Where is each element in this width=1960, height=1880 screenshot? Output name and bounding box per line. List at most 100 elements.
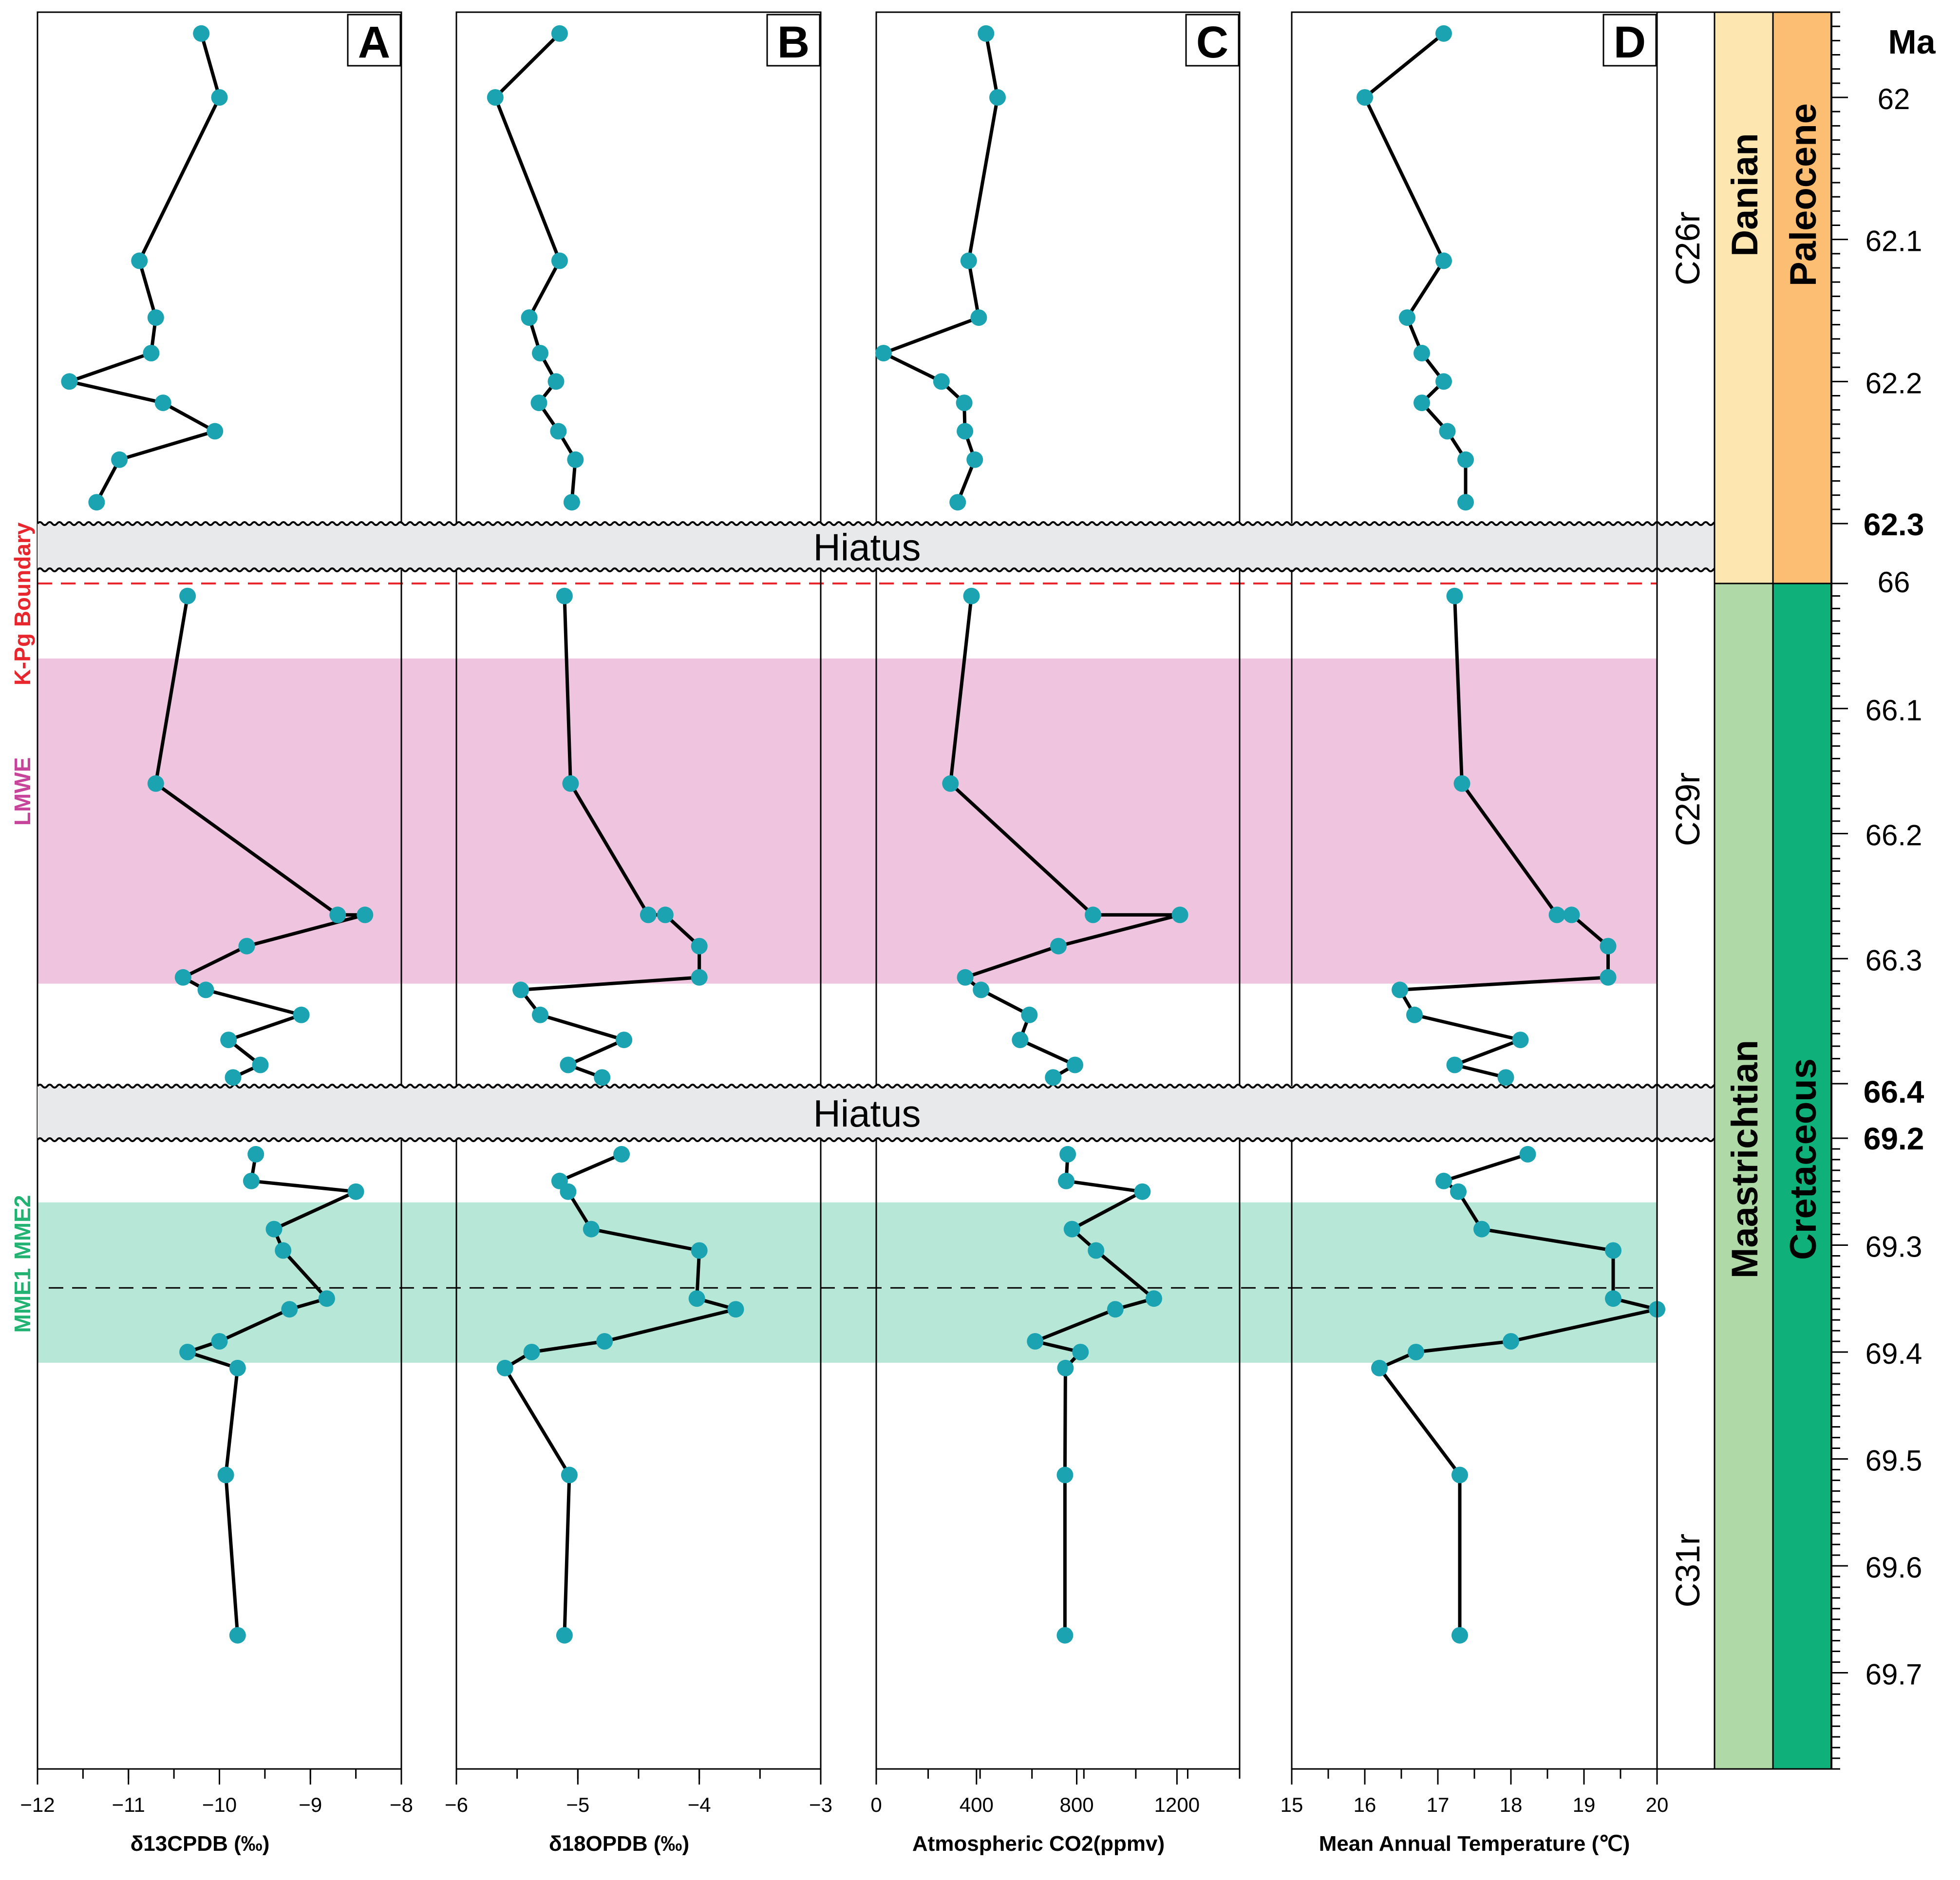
data-point-b — [530, 395, 547, 412]
event-band-lmwe — [38, 658, 1657, 984]
data-point-c — [957, 423, 974, 440]
data-point-a — [347, 1183, 364, 1200]
data-point-d — [1446, 1056, 1463, 1073]
x-tick-label: −10 — [202, 1793, 237, 1816]
data-point-b — [551, 25, 568, 42]
data-point-a — [275, 1242, 292, 1259]
data-point-b — [512, 981, 529, 998]
data-point-b — [556, 587, 573, 604]
data-point-a — [357, 906, 374, 923]
data-point-d — [1600, 938, 1617, 955]
data-point-c — [1067, 1056, 1083, 1073]
age-tick-label: 69.2 — [1864, 1121, 1924, 1156]
mme2-label: MME2 — [10, 1195, 35, 1260]
series-line-c — [882, 33, 999, 503]
data-point-d — [1503, 1333, 1519, 1350]
panel-letter-b: B — [777, 18, 810, 67]
data-point-c — [966, 451, 983, 468]
data-point-a — [61, 373, 78, 390]
data-point-b — [562, 775, 579, 792]
x-tick-label: −6 — [445, 1793, 468, 1816]
data-point-a — [111, 451, 128, 468]
panel-letter-box — [766, 14, 821, 67]
data-point-b — [594, 1069, 611, 1086]
data-point-a — [229, 1359, 246, 1376]
data-point-d — [1605, 1290, 1621, 1307]
x-tick-label: 17 — [1427, 1793, 1450, 1816]
hiatus-wavy-edge — [37, 1137, 1724, 1142]
series-d-temperature — [1357, 25, 1665, 1644]
age-axis-title: Ma — [1888, 23, 1936, 61]
data-point-b — [616, 1032, 633, 1049]
hiatus-label: Hiatus — [813, 1092, 921, 1135]
panel-letter-box — [1185, 14, 1240, 67]
data-point-b — [561, 1466, 578, 1484]
data-point-d — [1519, 1146, 1536, 1163]
data-point-d — [1435, 1172, 1452, 1189]
data-point-a — [265, 1221, 283, 1238]
age-tick-label: 66 — [1878, 566, 1910, 599]
data-point-a — [252, 1056, 269, 1073]
data-point-a — [207, 423, 224, 440]
data-point-c — [960, 252, 977, 269]
panel-letter-box — [1602, 14, 1657, 67]
hiatus-label: Hiatus — [813, 526, 921, 569]
data-point-b — [596, 1333, 613, 1350]
hiatus-bars: Hiatus Hiatus — [37, 521, 1724, 1142]
data-point-b — [613, 1146, 630, 1163]
data-point-c — [942, 775, 959, 792]
data-point-b — [688, 1290, 705, 1307]
age-tick-label: 69.6 — [1866, 1551, 1922, 1584]
data-point-d — [1600, 969, 1617, 986]
data-point-c — [1085, 906, 1101, 923]
x-tick-label: −8 — [390, 1793, 413, 1816]
x-tick-label: 16 — [1354, 1793, 1376, 1816]
data-point-a — [225, 1069, 242, 1086]
data-point-d — [1450, 1183, 1467, 1200]
age-tick-label: 69.4 — [1866, 1337, 1922, 1370]
data-series — [61, 25, 1665, 1644]
data-point-d — [1357, 89, 1373, 106]
data-point-a — [220, 1032, 237, 1049]
data-point-d — [1473, 1221, 1490, 1238]
data-point-c — [1063, 1221, 1080, 1238]
data-point-b — [496, 1359, 513, 1376]
epoch-label: Cretaceous — [1783, 1058, 1824, 1260]
data-point-c — [1107, 1301, 1124, 1318]
data-point-a — [174, 969, 191, 986]
data-point-a — [211, 1333, 228, 1350]
data-point-b — [487, 89, 504, 106]
age-tick-label: 66.1 — [1866, 694, 1922, 727]
age-tick-label: 62.3 — [1864, 507, 1924, 542]
data-point-c — [1059, 1146, 1076, 1163]
x-axis-label-b: δ18OPDB (‰) — [549, 1832, 689, 1856]
magnetochron-label: C31r — [1669, 1534, 1707, 1608]
data-point-d — [1413, 345, 1430, 361]
data-point-c — [1021, 1006, 1038, 1023]
x-tick-label: 19 — [1573, 1793, 1596, 1816]
series-line-d — [1363, 32, 1468, 503]
age-tick-label: 69.7 — [1866, 1658, 1922, 1691]
data-point-b — [532, 1006, 548, 1023]
hiatus-bar — [38, 1086, 1715, 1140]
panel-frame-c — [875, 11, 1241, 1770]
data-point-b — [532, 345, 548, 361]
x-tick-label: 800 — [1060, 1793, 1094, 1816]
data-point-d — [1435, 373, 1452, 390]
lmwe-label: LMWE — [10, 757, 35, 826]
hiatus-wavy-edge — [37, 521, 1724, 526]
series-line-a — [186, 1154, 358, 1636]
epoch-label: Paleocene — [1783, 103, 1824, 286]
data-point-a — [281, 1301, 298, 1318]
data-point-d — [1605, 1242, 1621, 1259]
data-point-b — [550, 423, 567, 440]
data-point-b — [691, 1242, 708, 1259]
epoch-box-cretaceous — [1772, 583, 1832, 1770]
data-point-a — [147, 309, 164, 326]
data-point-c — [1056, 1466, 1074, 1484]
data-point-c — [1171, 906, 1188, 923]
data-point-b — [556, 1627, 573, 1644]
x-axis-label-d: Mean Annual Temperature (℃) — [1319, 1832, 1630, 1856]
data-point-a — [193, 25, 210, 42]
data-point-a — [143, 345, 160, 361]
